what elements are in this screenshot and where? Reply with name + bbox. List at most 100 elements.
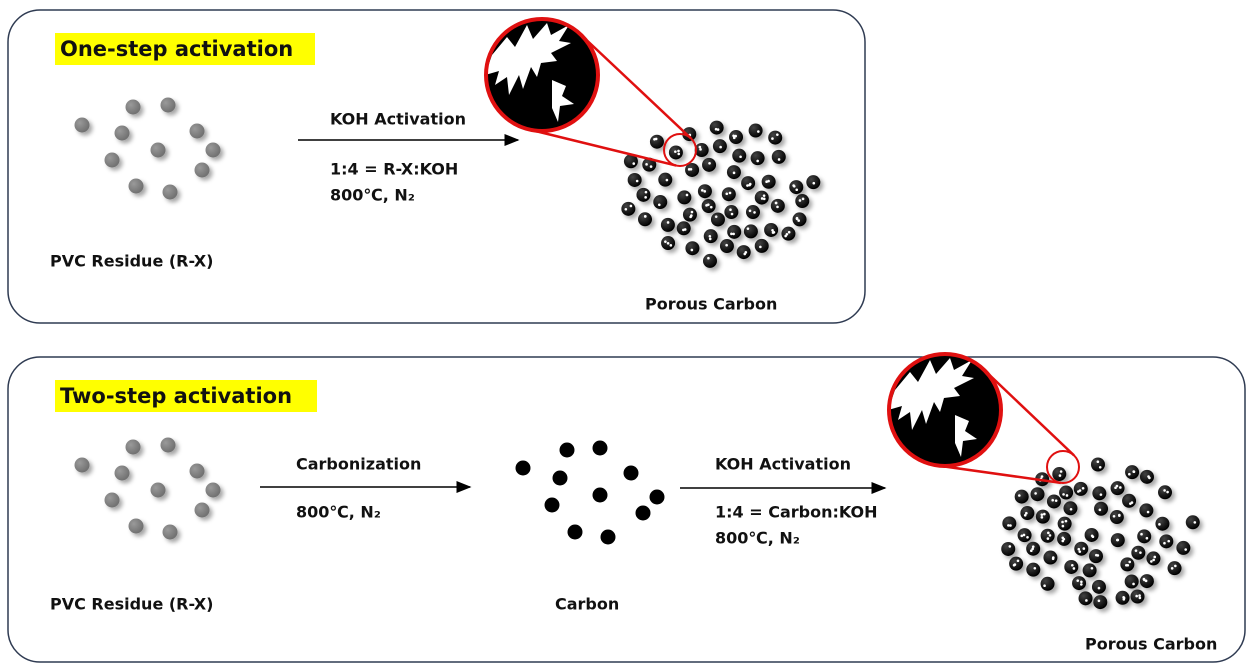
grey-particle <box>160 437 176 453</box>
carbon-particle <box>559 442 575 458</box>
porous-particle <box>1073 481 1088 496</box>
grey-particle <box>74 117 90 133</box>
pore <box>797 219 800 222</box>
pore <box>664 240 667 243</box>
porous-particle <box>702 253 717 268</box>
pore <box>748 183 751 187</box>
pore <box>1147 475 1150 478</box>
pore <box>708 234 712 238</box>
pore <box>1116 538 1120 542</box>
pore <box>1144 579 1148 583</box>
porous-particle <box>727 224 742 239</box>
pore <box>1135 594 1138 598</box>
pore <box>1040 475 1044 478</box>
pore <box>771 228 774 232</box>
pore <box>753 211 756 214</box>
pore <box>687 168 691 171</box>
pore <box>1061 524 1065 528</box>
start-label: PVC Residue (R-X) <box>50 252 213 271</box>
pore <box>732 136 736 140</box>
panel <box>7 9 866 324</box>
porous-particle <box>710 212 725 227</box>
arrow-label: Carbonization <box>296 455 421 474</box>
porous-particle <box>623 154 638 169</box>
title-highlight <box>55 380 317 412</box>
porous-particle <box>1125 465 1140 480</box>
pore <box>748 209 752 213</box>
porous-particle <box>1014 489 1029 504</box>
porous-particle <box>1109 510 1124 525</box>
porous-particle <box>792 212 807 227</box>
porous-particle <box>741 176 756 191</box>
grey-particle <box>194 502 210 518</box>
porous-particle <box>1146 551 1161 566</box>
pore <box>1114 486 1117 490</box>
porous-particle <box>1046 494 1061 509</box>
pore <box>1012 563 1016 567</box>
pore <box>798 199 802 202</box>
porous-particle <box>1040 576 1055 591</box>
pore <box>746 184 749 187</box>
pore <box>776 133 779 136</box>
pore <box>771 137 774 140</box>
pore <box>1112 515 1116 518</box>
pore <box>624 207 628 211</box>
pore <box>1099 493 1103 496</box>
pore <box>1023 513 1027 517</box>
pore <box>1061 520 1064 524</box>
pore <box>1031 547 1034 551</box>
condition: 800℃, N₂ <box>296 503 381 522</box>
pore <box>1025 511 1028 515</box>
pore <box>1040 513 1044 516</box>
porous-particle <box>1122 493 1137 508</box>
pore <box>707 256 710 260</box>
grey-particle <box>150 482 166 498</box>
pore <box>1163 489 1166 492</box>
arrow-label: KOH Activation <box>715 455 851 474</box>
zoom-ring <box>484 17 600 133</box>
pore <box>1077 547 1081 551</box>
grey-particle <box>162 524 178 540</box>
porous-particle <box>1074 541 1089 556</box>
pore <box>1098 465 1102 469</box>
pore <box>1022 533 1026 537</box>
pore <box>1018 494 1021 497</box>
porous-particle <box>764 222 779 237</box>
porous-particle <box>721 187 736 202</box>
pore <box>776 205 779 209</box>
carbon-particle <box>635 505 651 521</box>
carbon-particle <box>592 440 608 456</box>
pore <box>1167 539 1171 543</box>
porous-particle <box>1082 563 1097 578</box>
pore <box>1072 567 1076 570</box>
condition: 800℃, N₂ <box>330 186 415 205</box>
pore <box>1046 537 1050 540</box>
grey-particle <box>189 123 205 139</box>
pore <box>1193 521 1197 524</box>
pore <box>1166 490 1169 494</box>
pore <box>1153 555 1157 559</box>
pore <box>1158 523 1161 526</box>
porous-particle <box>1155 516 1170 531</box>
grey-particle <box>125 99 141 115</box>
pore <box>1076 579 1080 582</box>
start-label: PVC Residue (R-X) <box>50 595 213 614</box>
grey-particle <box>205 142 221 158</box>
pore <box>1170 567 1174 570</box>
pore <box>1062 493 1065 496</box>
pore <box>734 134 737 138</box>
pore <box>1016 559 1020 563</box>
pore <box>729 208 732 212</box>
porous-particle <box>1052 467 1067 482</box>
pore <box>732 232 735 236</box>
pore <box>725 243 728 247</box>
pore <box>1091 535 1095 539</box>
pore <box>1043 512 1046 516</box>
pore <box>674 150 677 153</box>
intermediate-label: Carbon <box>555 595 619 614</box>
pore <box>1034 492 1037 495</box>
pore <box>690 210 694 214</box>
grey-particle <box>114 125 130 141</box>
pore <box>1128 560 1132 564</box>
